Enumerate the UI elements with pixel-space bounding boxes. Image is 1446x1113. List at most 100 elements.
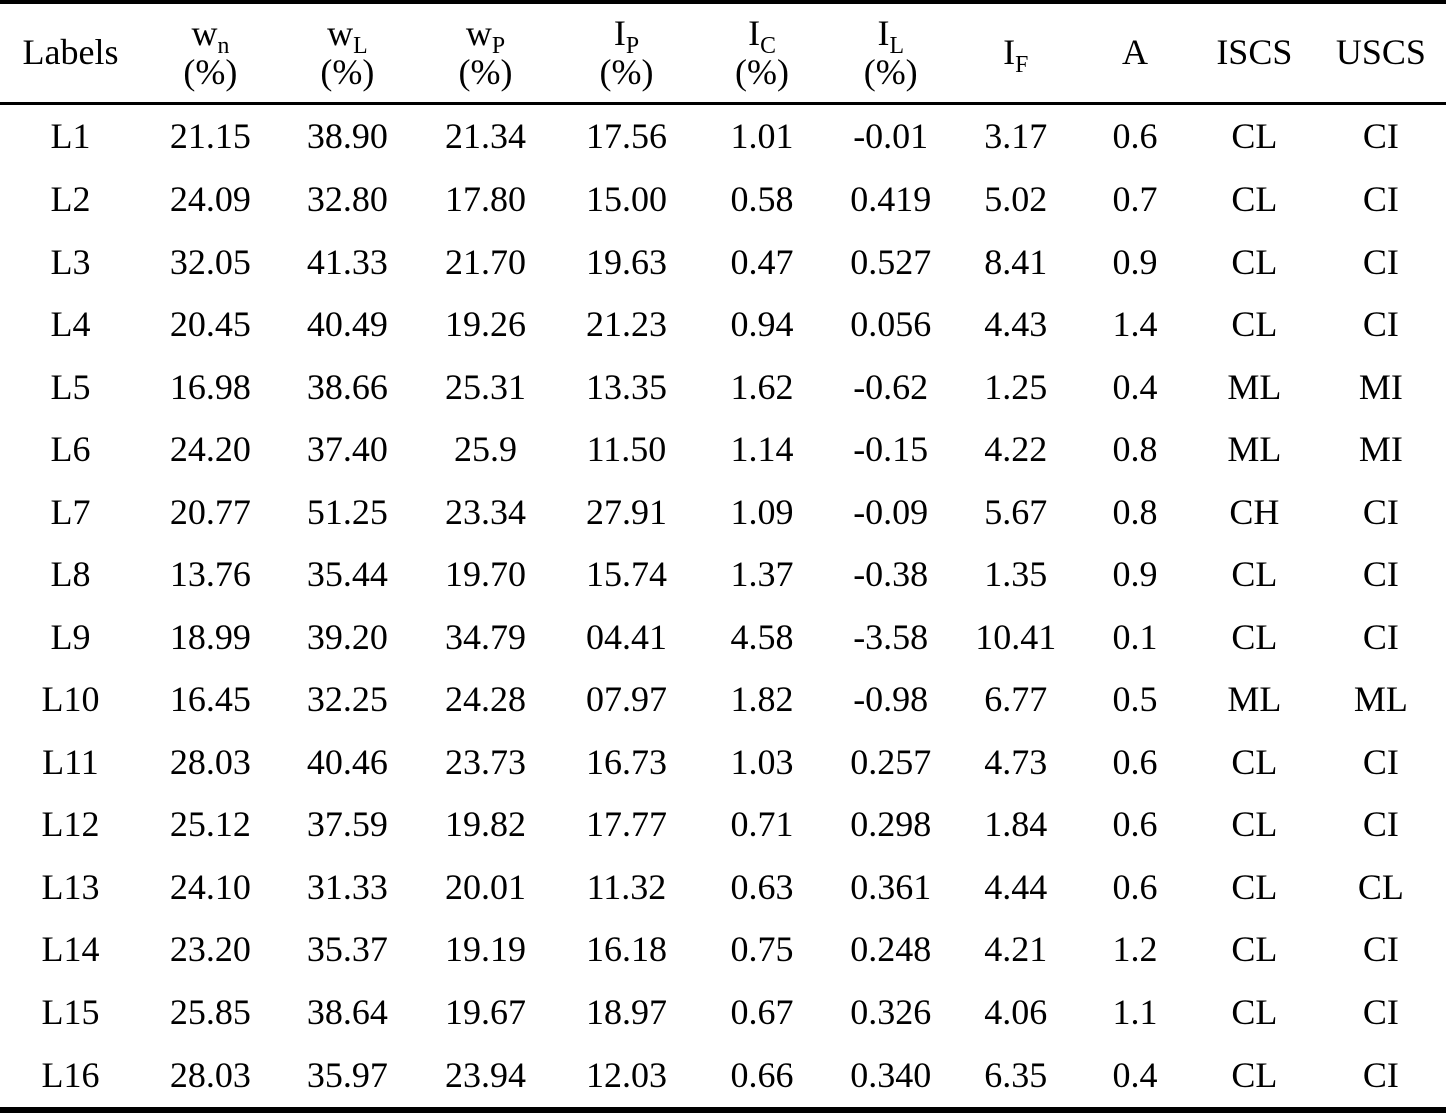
cell-il: -0.15	[853, 429, 929, 470]
row-label: L6	[50, 429, 91, 470]
column-header-symbol: wP	[465, 12, 506, 60]
cell-ip: 21.23	[585, 304, 667, 345]
cell-uscs: CI	[1362, 741, 1399, 782]
cell-ic: 1.03	[730, 741, 794, 782]
table-row-l4: L4 20.45 40.49 19.26 21.23 0.94 0.056 4.43 1.4 CL…	[0, 293, 1446, 356]
cell-wl: 38.64	[306, 991, 388, 1032]
cell-iscs: CL	[1231, 866, 1278, 907]
column-header-labels: Labels	[0, 2, 141, 105]
cell-a: 1.4	[1112, 304, 1158, 345]
cell-ip: 16.18	[585, 929, 667, 970]
cell-if: 3.17	[984, 116, 1048, 157]
cell-ip: 11.50	[586, 429, 667, 470]
cell-uscs: CI	[1362, 616, 1399, 657]
cell-wl: 31.33	[306, 866, 388, 907]
cell-ic: 0.67	[730, 991, 794, 1032]
column-header-subscript: L	[353, 33, 368, 60]
cell-iscs: CL	[1231, 116, 1278, 157]
column-header-symbol: IF	[1003, 32, 1029, 79]
column-header-subscript: F	[1015, 52, 1029, 79]
column-header-unit: (%)	[599, 51, 654, 92]
cell-uscs: CI	[1362, 1054, 1399, 1095]
cell-wn: 16.98	[169, 366, 251, 407]
table-header: Labels wn (%) wL (%) wP (%) IP (%) IC (%) IL (%) IF A I…	[0, 2, 1446, 105]
cell-if: 1.84	[984, 804, 1048, 845]
cell-if: 4.22	[984, 429, 1048, 470]
column-header-unit: (%)	[863, 51, 918, 92]
table-row-l12: L12 25.12 37.59 19.82 17.77 0.71 0.298 1.84 0.6 C…	[0, 793, 1446, 856]
cell-il: -0.09	[853, 491, 929, 532]
cell-wn: 21.15	[169, 116, 251, 157]
cell-wl: 35.37	[306, 929, 388, 970]
cell-ic: 1.62	[730, 366, 794, 407]
cell-uscs: CI	[1362, 491, 1399, 532]
table-row-l10: L10 16.45 32.25 24.28 07.97 1.82 -0.98 6.77 0.5 M…	[0, 668, 1446, 731]
row-label: L12	[41, 804, 100, 845]
cell-ic: 1.82	[730, 679, 794, 720]
cell-ip: 07.97	[585, 679, 667, 720]
cell-uscs: ML	[1353, 679, 1408, 720]
column-header-subscript: C	[760, 33, 776, 60]
cell-if: 10.41	[975, 616, 1057, 657]
cell-uscs: CI	[1362, 554, 1399, 595]
column-header-subscript: P	[491, 33, 506, 60]
column-header-ic: IC (%)	[696, 2, 828, 105]
cell-iscs: ML	[1227, 366, 1282, 407]
cell-if: 8.41	[984, 241, 1048, 282]
table-row-l5: L5 16.98 38.66 25.31 13.35 1.62 -0.62 1.25 0.4 ML…	[0, 355, 1446, 418]
cell-il: 0.340	[850, 1054, 932, 1095]
cell-if: 4.06	[984, 991, 1048, 1032]
cell-ic: 4.58	[730, 616, 794, 657]
cell-a: 0.4	[1112, 1054, 1158, 1095]
cell-ip: 12.03	[585, 1054, 667, 1095]
cell-il: 0.419	[850, 179, 932, 219]
cell-ip: 15.74	[585, 554, 667, 595]
column-header-uscs: USCS	[1315, 2, 1446, 105]
cell-iscs: ML	[1227, 679, 1282, 720]
column-header-if: IF	[954, 2, 1078, 105]
cell-ip: 04.41	[585, 616, 667, 657]
cell-wp: 19.67	[444, 991, 526, 1032]
cell-a: 0.6	[1112, 741, 1158, 782]
cell-ip: 13.35	[585, 366, 667, 407]
cell-il: -0.38	[853, 554, 929, 595]
cell-ip: 27.91	[585, 491, 667, 532]
row-label: L14	[41, 929, 100, 970]
cell-uscs: CI	[1362, 991, 1399, 1032]
cell-iscs: CL	[1231, 304, 1278, 345]
cell-uscs: CL	[1357, 866, 1404, 907]
cell-il: 0.248	[850, 929, 932, 970]
cell-wp: 21.70	[444, 241, 526, 282]
table-row-l13: L13 24.10 31.33 20.01 11.32 0.63 0.361 4.44 0.6 C…	[0, 855, 1446, 918]
cell-if: 6.35	[984, 1054, 1048, 1095]
cell-a: 0.7	[1112, 179, 1158, 219]
cell-wn: 25.85	[169, 991, 251, 1032]
row-label: L10	[41, 679, 100, 720]
cell-wp: 23.73	[444, 741, 526, 782]
cell-if: 4.21	[984, 929, 1048, 970]
column-header-iscs: ISCS	[1192, 2, 1316, 105]
row-label: L7	[50, 491, 91, 532]
row-label: L8	[50, 554, 91, 595]
cell-a: 0.9	[1112, 554, 1158, 595]
table-row-l8: L8 13.76 35.44 19.70 15.74 1.37 -0.38 1.35 0.9 CL…	[0, 543, 1446, 606]
cell-if: 1.35	[984, 554, 1048, 595]
cell-il: 0.361	[850, 866, 932, 907]
cell-iscs: CH	[1229, 491, 1280, 532]
cell-il: -0.98	[853, 679, 929, 720]
cell-a: 0.6	[1112, 116, 1158, 157]
column-header-symbol: ISCS	[1216, 32, 1293, 73]
cell-uscs: CI	[1362, 241, 1399, 282]
cell-iscs: CL	[1231, 241, 1278, 282]
table-row-l15: L15 25.85 38.64 19.67 18.97 0.67 0.326 4.06 1.1 C…	[0, 980, 1446, 1043]
cell-wl: 38.66	[306, 366, 388, 407]
cell-il: -0.62	[853, 366, 929, 407]
row-label: L9	[50, 616, 91, 657]
cell-wp: 24.28	[444, 679, 526, 720]
cell-iscs: CL	[1231, 1054, 1278, 1095]
cell-il: 0.326	[850, 991, 932, 1032]
cell-a: 0.8	[1112, 491, 1158, 532]
cell-iscs: CL	[1231, 616, 1278, 657]
table-row-l2: L2 24.09 32.80 17.80 15.00 0.58 0.419 5.02 0.7 CL…	[0, 168, 1446, 231]
